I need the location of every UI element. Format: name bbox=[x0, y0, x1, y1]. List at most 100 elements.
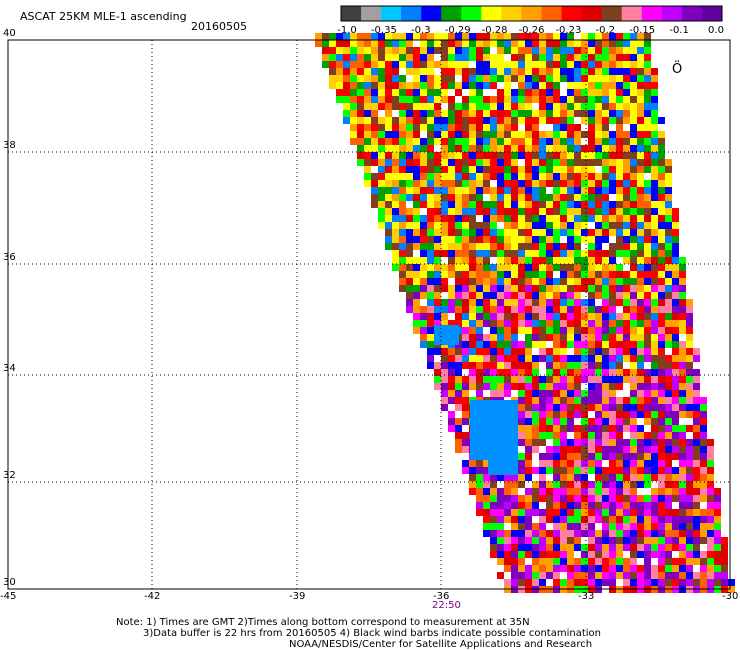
swath-cell bbox=[616, 404, 623, 411]
swath-cell bbox=[595, 187, 602, 194]
swath-cell bbox=[588, 187, 595, 194]
swath-cell bbox=[637, 201, 644, 208]
swath-cell bbox=[567, 516, 574, 523]
swath-cell bbox=[511, 180, 518, 187]
swath-cell bbox=[413, 54, 420, 61]
swath-cell bbox=[574, 474, 581, 481]
swath-cell bbox=[602, 579, 609, 586]
swath-cell bbox=[553, 278, 560, 285]
swath-cell bbox=[539, 530, 546, 537]
swath-cell bbox=[567, 530, 574, 537]
swath-cell bbox=[644, 299, 651, 306]
swath-cell bbox=[581, 411, 588, 418]
swath-cell bbox=[462, 404, 469, 411]
swath-cell bbox=[504, 236, 511, 243]
swath-cell bbox=[623, 299, 630, 306]
swath-cell bbox=[525, 131, 532, 138]
swath-cell bbox=[560, 194, 567, 201]
swath-cell bbox=[399, 47, 406, 54]
swath-cell bbox=[385, 138, 392, 145]
swath-cell bbox=[630, 481, 637, 488]
swath-cell bbox=[497, 572, 504, 579]
swath-cell bbox=[644, 68, 651, 75]
swath-cell bbox=[322, 54, 329, 61]
swath-cell bbox=[525, 572, 532, 579]
swath-cell bbox=[728, 579, 735, 586]
colorbar-swatch bbox=[621, 6, 643, 21]
swath-cell bbox=[504, 376, 511, 383]
swath-cell bbox=[609, 145, 616, 152]
swath-cell bbox=[588, 61, 595, 68]
swath-cell bbox=[581, 572, 588, 579]
swath-cell bbox=[581, 509, 588, 516]
swath-cell bbox=[511, 271, 518, 278]
swath-cell bbox=[546, 159, 553, 166]
swath-cell bbox=[483, 488, 490, 495]
swath-cell bbox=[560, 537, 567, 544]
swath-cell bbox=[462, 362, 469, 369]
swath-cell bbox=[637, 467, 644, 474]
swath-cell bbox=[483, 299, 490, 306]
swath-cell bbox=[644, 222, 651, 229]
swath-cell bbox=[462, 411, 469, 418]
swath-cell bbox=[560, 40, 567, 47]
swath-cell bbox=[637, 222, 644, 229]
swath-cell bbox=[525, 341, 532, 348]
swath-cell bbox=[420, 82, 427, 89]
swath-cell bbox=[462, 320, 469, 327]
swath-cell bbox=[406, 61, 413, 68]
swath-cell bbox=[525, 201, 532, 208]
swath-cell bbox=[616, 509, 623, 516]
swath-cell bbox=[441, 117, 448, 124]
swath-cell bbox=[490, 369, 497, 376]
swath-cell bbox=[644, 481, 651, 488]
swath-cell bbox=[378, 68, 385, 75]
swath-cell bbox=[497, 285, 504, 292]
swath-cell bbox=[532, 404, 539, 411]
swath-cell bbox=[686, 390, 693, 397]
swath-cell bbox=[630, 341, 637, 348]
swath-cell bbox=[588, 68, 595, 75]
swath-cell bbox=[357, 61, 364, 68]
swath-cell bbox=[490, 383, 497, 390]
swath-cell bbox=[644, 474, 651, 481]
swath-cell bbox=[518, 299, 525, 306]
swath-cell bbox=[581, 369, 588, 376]
swath-cell bbox=[469, 47, 476, 54]
swath-cell bbox=[546, 215, 553, 222]
swath-cell bbox=[455, 61, 462, 68]
swath-cell bbox=[609, 54, 616, 61]
swath-cell bbox=[588, 467, 595, 474]
swath-cell bbox=[665, 285, 672, 292]
swath-cell bbox=[637, 411, 644, 418]
swath-cell bbox=[539, 558, 546, 565]
swath-cell bbox=[686, 348, 693, 355]
swath-cell bbox=[623, 320, 630, 327]
swath-cell bbox=[532, 152, 539, 159]
swath-cell bbox=[476, 75, 483, 82]
swath-cell bbox=[518, 313, 525, 320]
swath-cell bbox=[588, 397, 595, 404]
swath-cell bbox=[490, 222, 497, 229]
swath-cell bbox=[581, 432, 588, 439]
swath-cell bbox=[616, 334, 623, 341]
swath-cell bbox=[364, 152, 371, 159]
swath-cell bbox=[602, 432, 609, 439]
swath-cell bbox=[497, 173, 504, 180]
swath-cell bbox=[630, 418, 637, 425]
swath-cell bbox=[490, 376, 497, 383]
swath-cell bbox=[630, 537, 637, 544]
swath-cell bbox=[567, 96, 574, 103]
swath-cell bbox=[441, 47, 448, 54]
swath-cell bbox=[392, 208, 399, 215]
swath-cell bbox=[441, 180, 448, 187]
swath-cell bbox=[658, 551, 665, 558]
swath-cell bbox=[553, 341, 560, 348]
swath-cell bbox=[476, 180, 483, 187]
swath-cell bbox=[371, 152, 378, 159]
swath-cell bbox=[651, 376, 658, 383]
swath-cell bbox=[406, 124, 413, 131]
swath-cell bbox=[490, 250, 497, 257]
swath-cell bbox=[343, 47, 350, 54]
swath-cell bbox=[469, 159, 476, 166]
